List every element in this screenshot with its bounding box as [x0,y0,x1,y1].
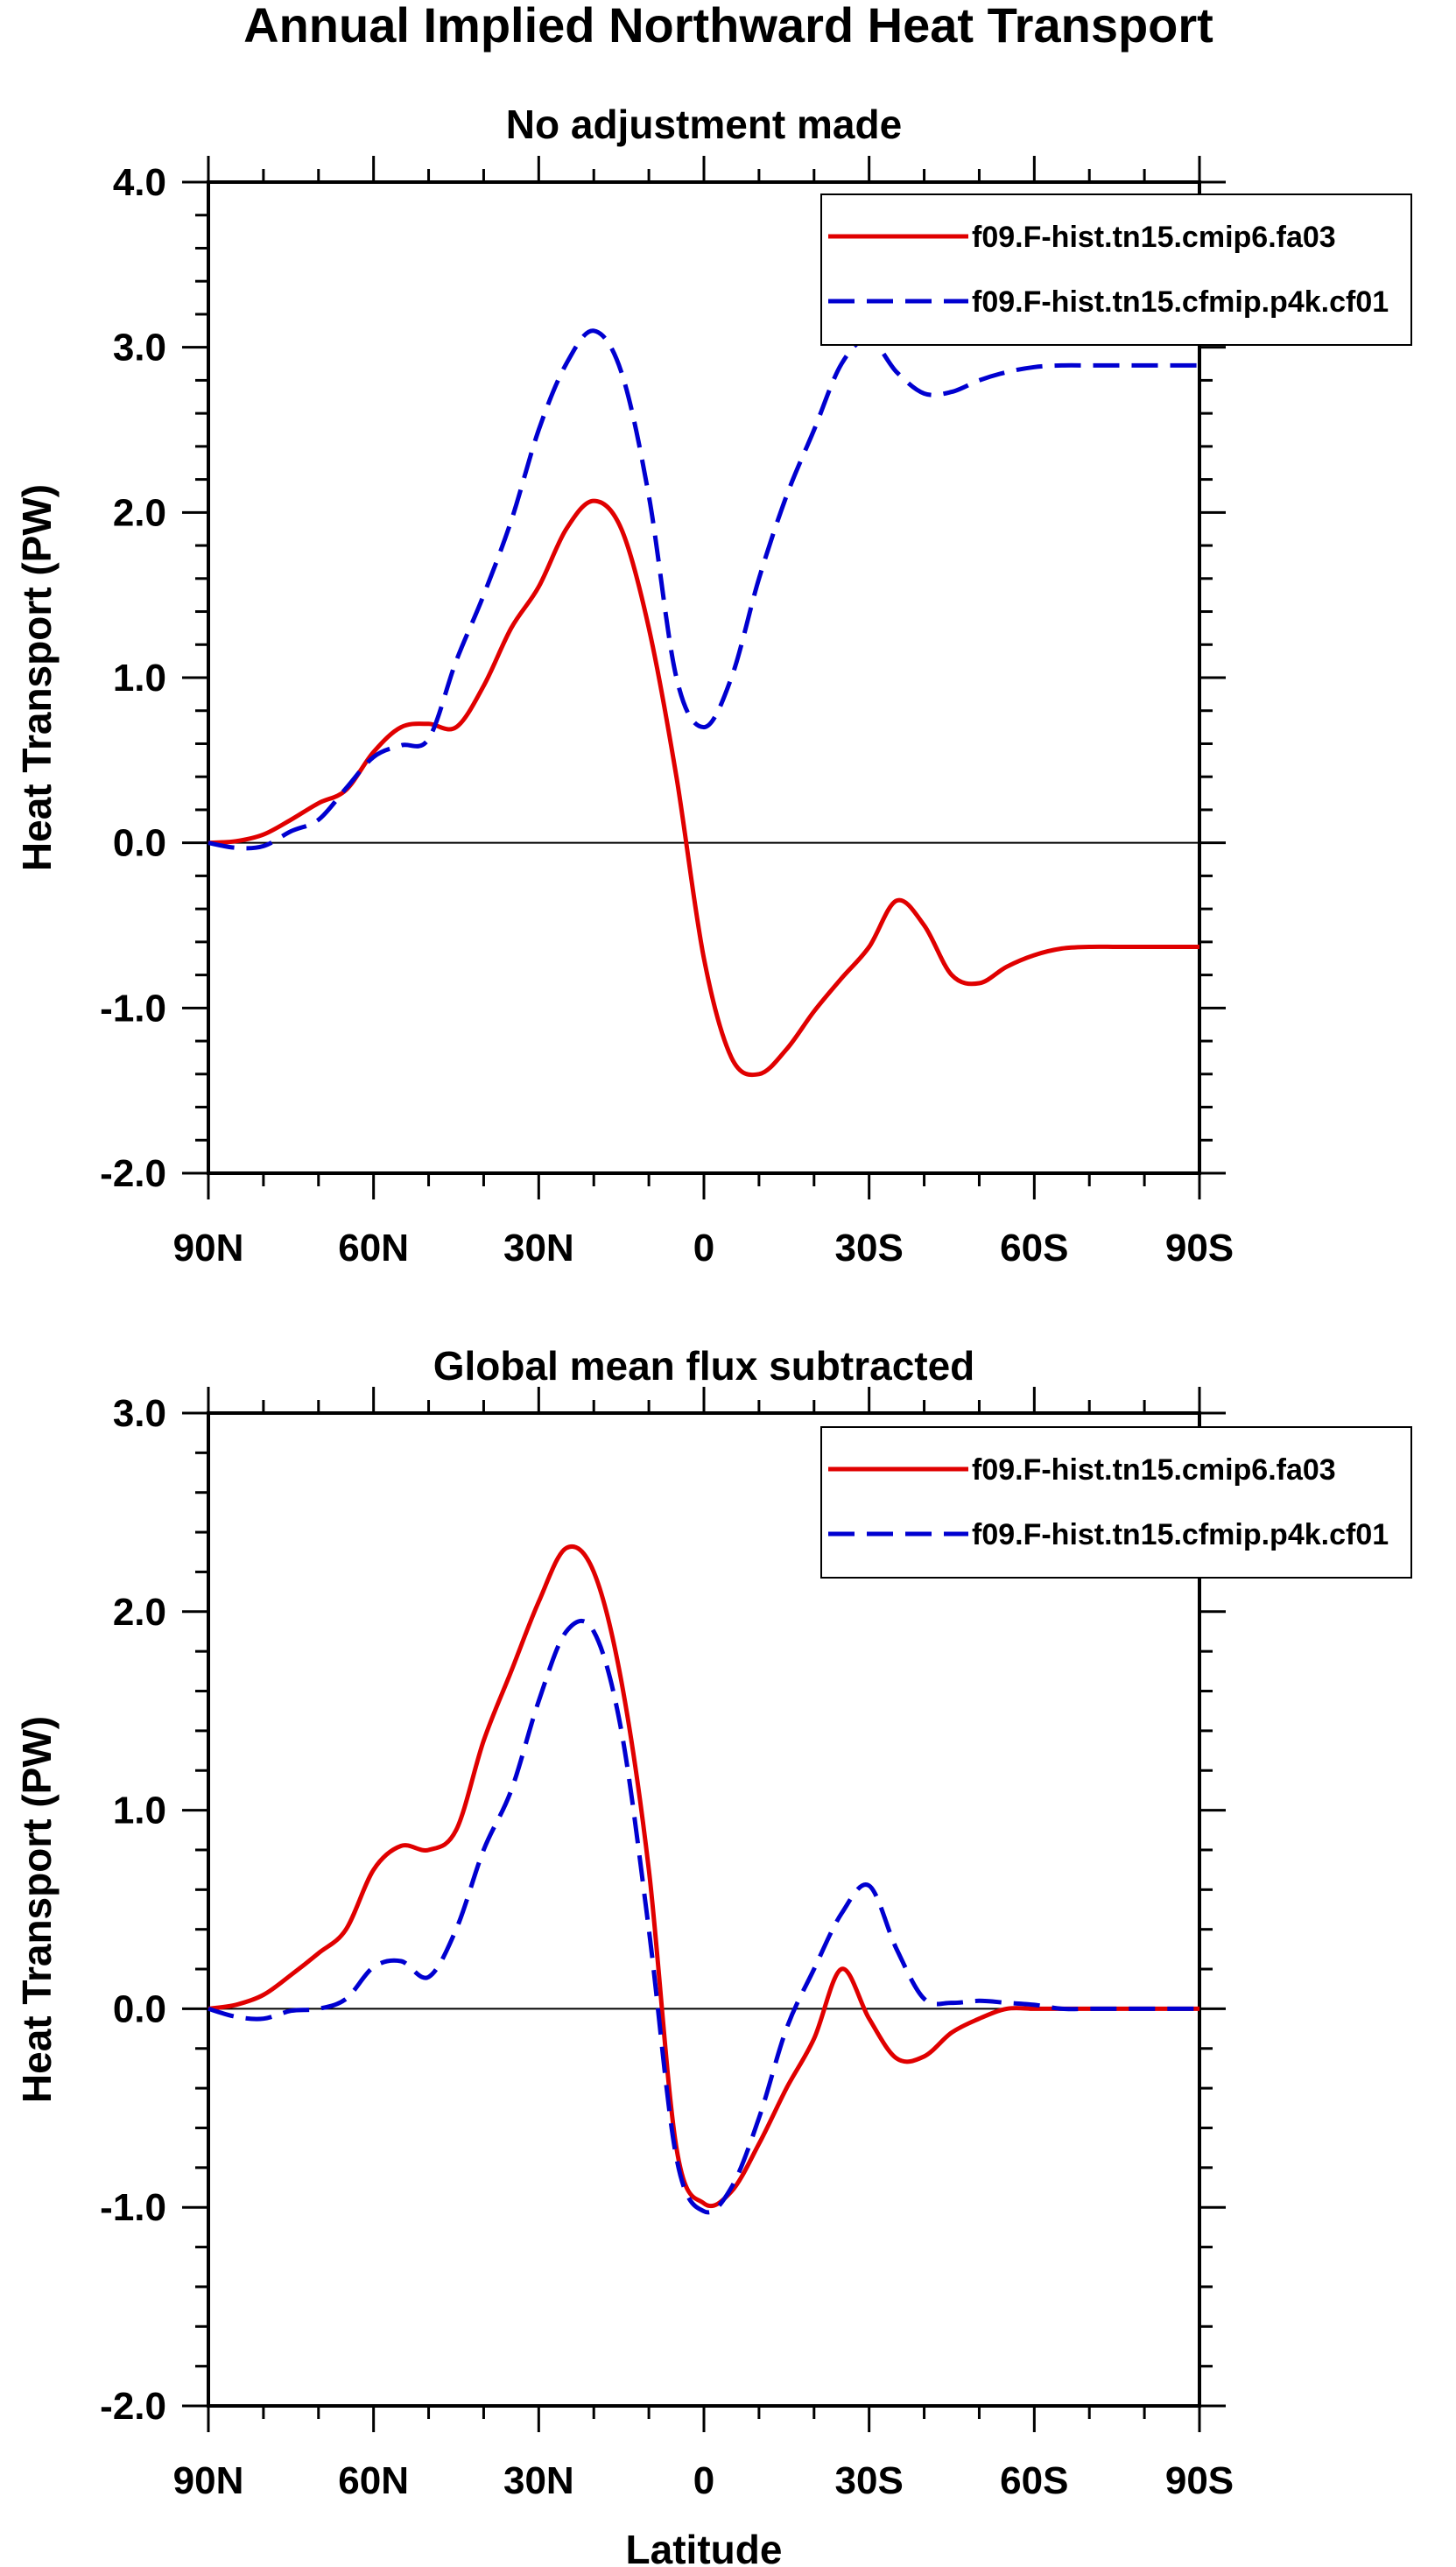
x-tick-label: 90N [173,2459,244,2502]
x-tick-label: 90S [1165,2459,1234,2502]
x-tick-label: 60S [1000,2459,1068,2502]
series-line-1 [207,1544,1199,2209]
series-line-2 [207,328,1199,851]
legend-label-1: f09.F-hist.tn15.cmip6.fa03 [972,1453,1336,1487]
y-tick-label: 3.0 [113,327,166,369]
y-tick-label: -2.0 [100,2385,166,2428]
x-tick-label: 0 [693,2459,714,2502]
y-axis-label: Heat Transport (PW) [14,484,60,871]
x-tick-label: 30S [835,2459,904,2502]
x-tick-label: 60N [338,1227,409,1269]
y-tick-label: 1.0 [113,1790,166,1832]
y-tick-label: -1.0 [100,2186,166,2229]
y-axis-label: Heat Transport (PW) [14,1716,60,2103]
x-tick-label: 60S [1000,1227,1068,1269]
legend-label-2: f09.F-hist.tn15.cfmip.p4k.cf01 [972,1518,1389,1551]
y-tick-label: -1.0 [100,987,166,1030]
y-tick-label: 0.0 [113,1987,166,2030]
figure-title: Annual Implied Northward Heat Transport [243,0,1213,53]
legend: f09.F-hist.tn15.cmip6.fa03 f09.F-hist.tn1… [820,193,1412,346]
series-line-2 [207,1618,1199,2215]
chart-title: No adjustment made [506,102,902,147]
x-tick-label: 30N [503,1227,574,1269]
y-tick-label: -2.0 [100,1152,166,1195]
x-tick-label: 90N [173,1227,244,1269]
y-tick-label: 2.0 [113,1591,166,1634]
x-tick-label: 60N [338,2459,409,2502]
chart-title: Global mean flux subtracted [433,1343,975,1389]
y-tick-label: 3.0 [113,1392,166,1435]
panel-global-mean-subtracted: Global mean flux subtracted -2.0 -1.0 0.0 1.… [14,1343,1412,2567]
legend: f09.F-hist.tn15.cmip6.fa03 f09.F-hist.tn1… [820,1426,1412,1579]
legend-box [820,1426,1412,1579]
y-tick-label: 4.0 [113,161,166,204]
series-line-1 [207,498,1199,1078]
x-tick-label: 0 [693,1227,714,1269]
x-axis-label: Latitude [626,2527,783,2567]
legend-label-1: f09.F-hist.tn15.cmip6.fa03 [972,221,1336,254]
x-tick-label: 90S [1165,1227,1234,1269]
legend-label-2: f09.F-hist.tn15.cfmip.p4k.cf01 [972,285,1389,319]
panel-no-adjustment: No adjustment made -2.0 -1.0 0.0 1.0 2.0 3.0 4.… [14,102,1412,1269]
y-tick-label: 2.0 [113,491,166,534]
y-tick-label: 0.0 [113,822,166,865]
legend-box [820,193,1412,346]
x-tick-label: 30S [835,1227,904,1269]
y-tick-label: 1.0 [113,657,166,700]
x-tick-label: 30N [503,2459,574,2502]
